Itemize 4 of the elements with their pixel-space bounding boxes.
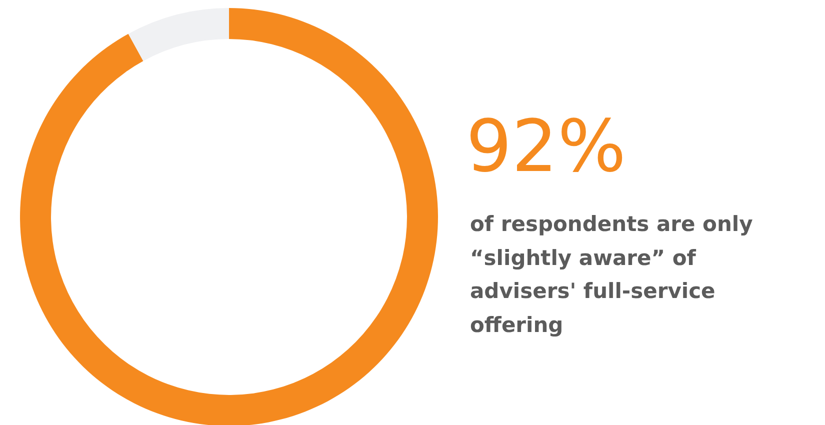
text: of respondents are only “slightly aware” of advisers' full-service offering [470, 211, 754, 339]
data-label: 92% [466, 104, 626, 188]
donut-slice [128, 8, 229, 62]
donut-slice [20, 8, 438, 425]
